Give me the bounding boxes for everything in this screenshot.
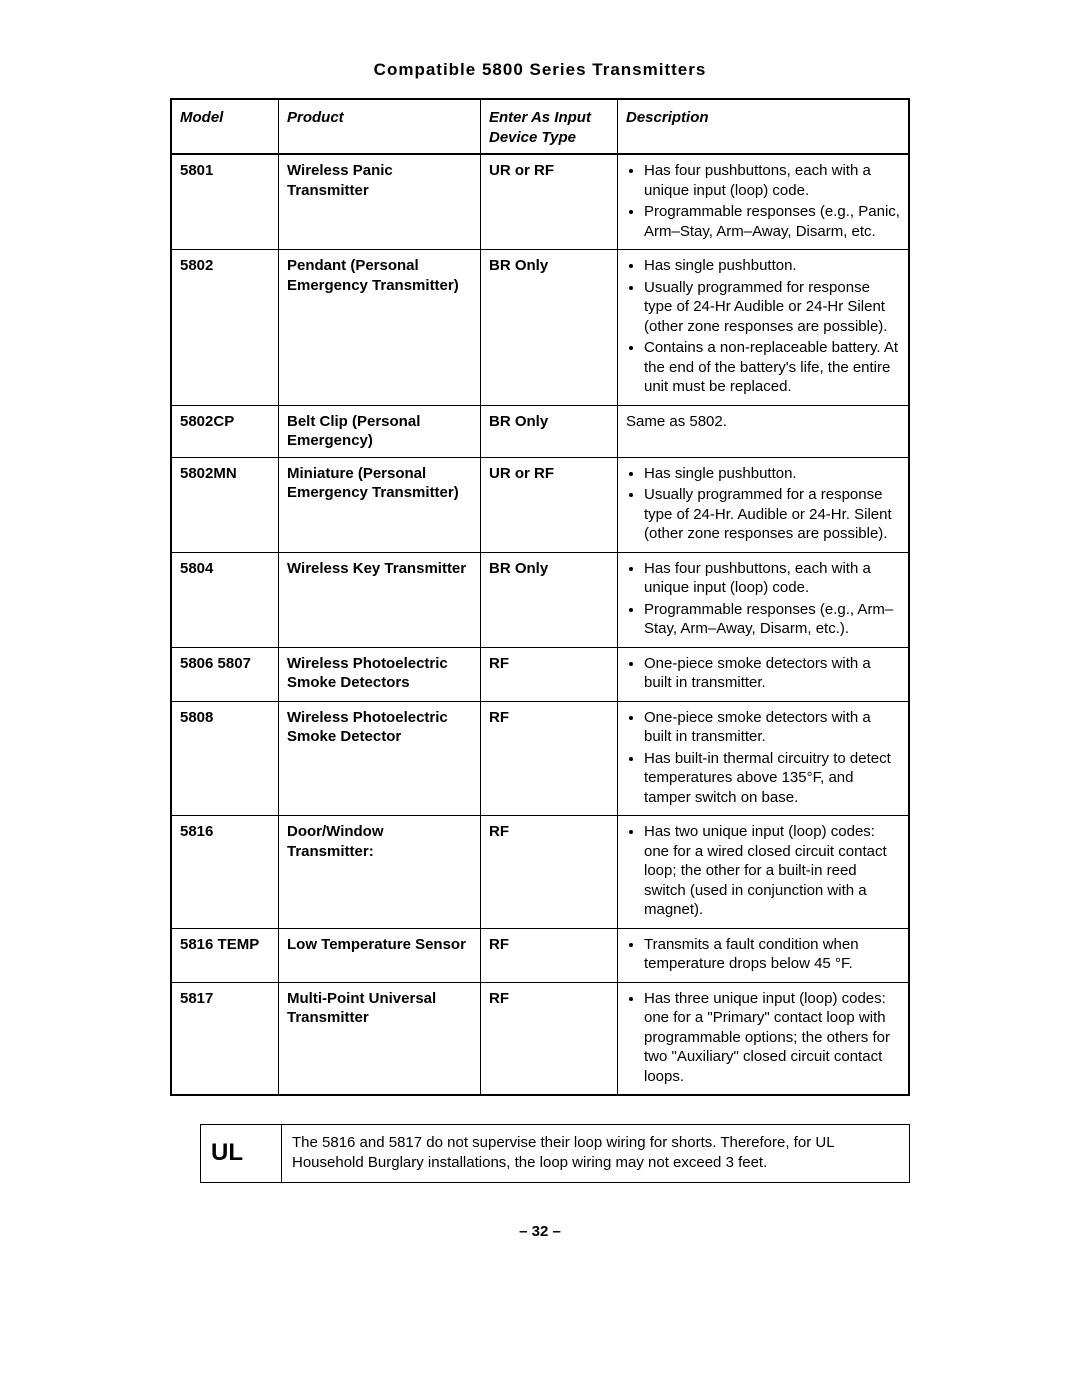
table-row: 5808Wireless Photoelectric Smoke Detecto… [171,701,909,816]
cell-device-type: RF [481,982,618,1095]
cell-device-type: BR Only [481,250,618,406]
cell-description: Has two unique input (loop) codes: one f… [618,816,910,929]
cell-product: Low Temperature Sensor [279,928,481,982]
description-item: Has four pushbuttons, each with a unique… [644,559,900,598]
header-device: Enter As Input Device Type [481,99,618,154]
cell-model: 5802 [171,250,279,406]
description-item: Has single pushbutton. [644,256,900,276]
cell-description: Has four pushbuttons, each with a unique… [618,154,910,250]
ul-note-box: UL The 5816 and 5817 do not supervise th… [200,1124,910,1183]
cell-product: Wireless Panic Transmitter [279,154,481,250]
cell-product: Miniature (Personal Emergency Transmitte… [279,457,481,552]
table-row: 5806 5807Wireless Photoelectric Smoke De… [171,647,909,701]
cell-model: 5802MN [171,457,279,552]
cell-description: Has single pushbutton.Usually programmed… [618,250,910,406]
cell-model: 5808 [171,701,279,816]
cell-description: Has four pushbuttons, each with a unique… [618,552,910,647]
cell-product: Wireless Photoelectric Smoke Detector [279,701,481,816]
description-item: Has three unique input (loop) codes: one… [644,989,900,1087]
cell-device-type: UR or RF [481,457,618,552]
cell-model: 5804 [171,552,279,647]
ul-note-text: The 5816 and 5817 do not supervise their… [282,1125,910,1183]
cell-model: 5816 [171,816,279,929]
table-row: 5802MNMiniature (Personal Emergency Tran… [171,457,909,552]
description-item: Programmable responses (e.g., Panic, Arm… [644,202,900,241]
cell-description: Transmits a fault condition when tempera… [618,928,910,982]
cell-product: Belt Clip (Personal Emergency) [279,405,481,457]
transmitters-table: Model Product Enter As Input Device Type… [170,98,910,1096]
cell-device-type: RF [481,816,618,929]
ul-label: UL [201,1125,282,1183]
cell-model: 5806 5807 [171,647,279,701]
description-item: Programmable responses (e.g., Arm–Stay, … [644,600,900,639]
page-number: – 32 – [170,1223,910,1240]
description-item: Has single pushbutton. [644,464,900,484]
table-row: 5816 TEMPLow Temperature SensorRF Transmi… [171,928,909,982]
header-model: Model [171,99,279,154]
cell-description: Has three unique input (loop) codes: one… [618,982,910,1095]
cell-device-type: BR Only [481,405,618,457]
cell-model: 5816 TEMP [171,928,279,982]
cell-product: Door/Window Transmitter: [279,816,481,929]
description-item: One-piece smoke detectors with a built i… [644,708,900,747]
page-title: Compatible 5800 Series Transmitters [170,60,910,80]
description-item: Transmits a fault condition when tempera… [644,935,900,974]
cell-device-type: RF [481,701,618,816]
cell-model: 5801 [171,154,279,250]
table-row: 5817Multi-Point Universal TransmitterRF H… [171,982,909,1095]
cell-description: One-piece smoke detectors with a built i… [618,647,910,701]
cell-device-type: RF [481,647,618,701]
cell-device-type: BR Only [481,552,618,647]
description-item: Usually programmed for a response type o… [644,485,900,544]
cell-model: 5802CP [171,405,279,457]
header-description: Description [618,99,910,154]
table-row: 5802CPBelt Clip (Personal Emergency)BR O… [171,405,909,457]
description-item: Has built-in thermal circuitry to detect… [644,749,900,808]
table-row: 5802Pendant (Personal Emergency Transmit… [171,250,909,406]
cell-product: Multi-Point Universal Transmitter [279,982,481,1095]
cell-model: 5817 [171,982,279,1095]
cell-description: One-piece smoke detectors with a built i… [618,701,910,816]
table-row: 5801Wireless Panic TransmitterUR or RF Ha… [171,154,909,250]
cell-product: Pendant (Personal Emergency Transmitter) [279,250,481,406]
description-item: Usually programmed for response type of … [644,278,900,337]
table-row: 5804Wireless Key TransmitterBR Only Has f… [171,552,909,647]
description-item: One-piece smoke detectors with a built i… [644,654,900,693]
cell-product: Wireless Key Transmitter [279,552,481,647]
description-item: Has two unique input (loop) codes: one f… [644,822,900,920]
cell-device-type: RF [481,928,618,982]
table-row: 5816Door/Window Transmitter:RF Has two un… [171,816,909,929]
description-item: Has four pushbuttons, each with a unique… [644,161,900,200]
cell-device-type: UR or RF [481,154,618,250]
cell-product: Wireless Photoelectric Smoke Detectors [279,647,481,701]
cell-description: Has single pushbutton.Usually programmed… [618,457,910,552]
description-item: Contains a non-replaceable battery. At t… [644,338,900,397]
cell-description: Same as 5802. [618,405,910,457]
header-product: Product [279,99,481,154]
